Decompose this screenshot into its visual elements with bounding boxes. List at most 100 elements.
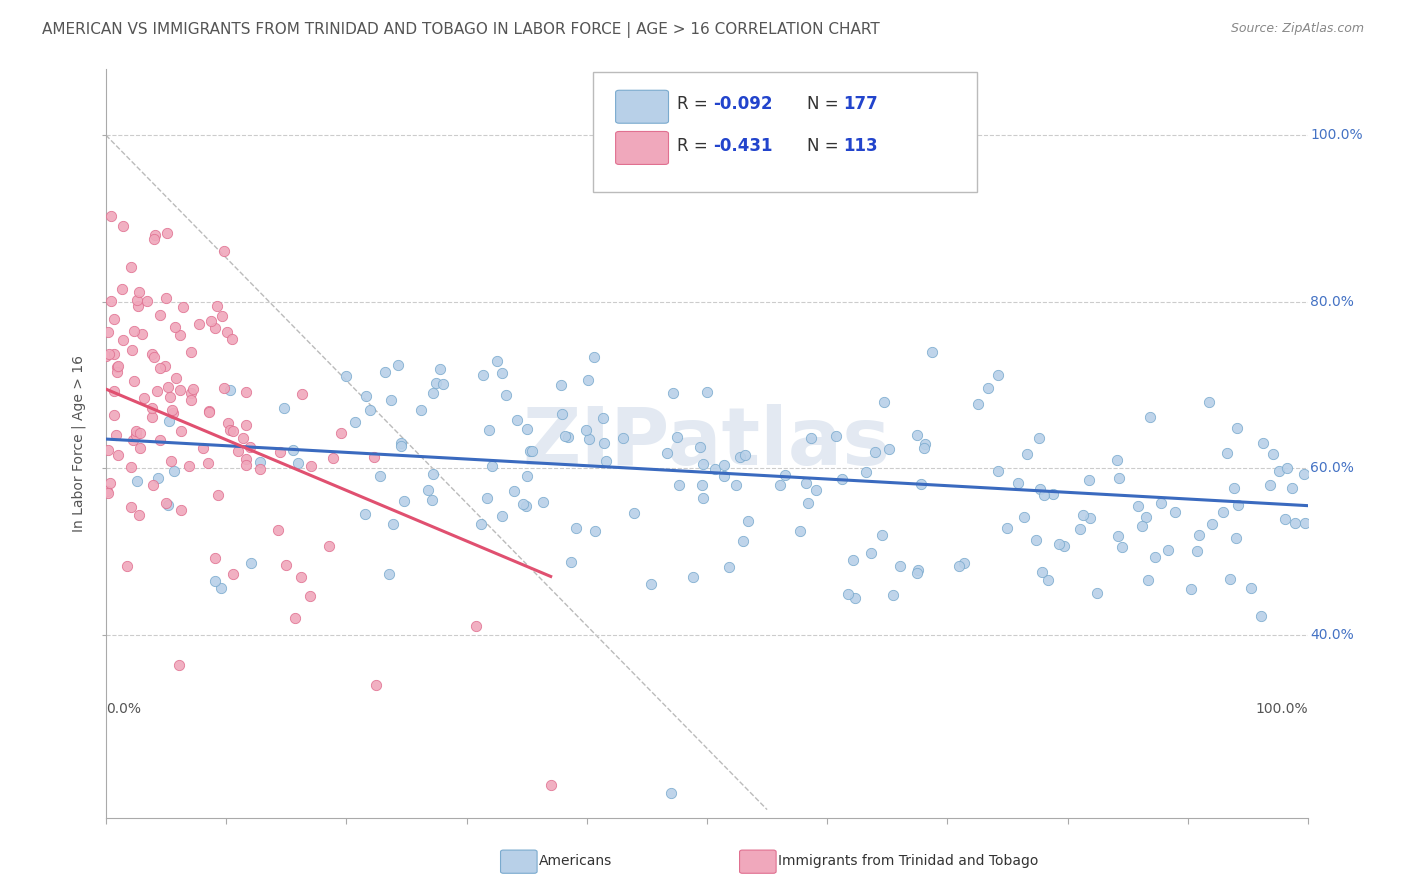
Point <box>1031 565 1053 579</box>
Text: 80.0%: 80.0% <box>1310 294 1354 309</box>
Point <box>1032 488 1054 502</box>
Point <box>768 478 790 492</box>
Point <box>226 444 249 458</box>
Point <box>870 528 893 542</box>
Point <box>153 359 176 373</box>
Point <box>882 588 904 602</box>
Point <box>576 373 599 387</box>
Point <box>825 429 848 443</box>
Point <box>472 368 495 382</box>
Point <box>98 476 121 491</box>
Point <box>170 424 193 438</box>
Point <box>977 381 1000 395</box>
Point <box>531 495 554 509</box>
Point <box>420 493 443 508</box>
Point <box>668 478 690 492</box>
Point <box>217 416 239 430</box>
Point <box>583 524 606 538</box>
Point <box>522 443 544 458</box>
Point <box>240 557 263 571</box>
Point <box>249 455 271 469</box>
Point <box>121 433 143 447</box>
Point <box>96 349 118 363</box>
Point <box>207 488 229 502</box>
Point <box>359 402 381 417</box>
Point <box>689 440 711 454</box>
Point <box>429 361 451 376</box>
Point <box>273 401 295 416</box>
Point <box>837 587 859 601</box>
FancyBboxPatch shape <box>616 90 668 123</box>
Point <box>155 495 177 509</box>
Point <box>1250 608 1272 623</box>
Point <box>905 427 928 442</box>
Point <box>575 423 598 437</box>
Point <box>696 384 718 399</box>
Text: 0.0%: 0.0% <box>105 702 141 715</box>
Point <box>1180 582 1202 597</box>
Point <box>209 582 232 596</box>
Point <box>232 432 254 446</box>
Point <box>503 483 526 498</box>
Point <box>211 310 233 324</box>
Point <box>235 384 257 399</box>
Point <box>129 425 152 440</box>
Point <box>540 778 562 792</box>
Point <box>377 566 399 581</box>
Point <box>198 404 221 418</box>
Point <box>163 464 186 478</box>
Point <box>595 454 617 468</box>
Point <box>145 384 167 399</box>
Point <box>104 427 127 442</box>
Point <box>374 365 396 379</box>
Point <box>215 325 238 339</box>
Point <box>100 293 122 308</box>
Point <box>914 437 936 451</box>
Point <box>121 343 143 357</box>
Point <box>800 431 823 445</box>
Point <box>100 209 122 223</box>
Text: R =: R = <box>676 95 713 113</box>
Point <box>478 423 501 437</box>
Point <box>183 382 205 396</box>
Point <box>1126 499 1149 513</box>
Point <box>382 516 405 531</box>
Point <box>148 361 170 376</box>
Point <box>416 483 439 498</box>
Point <box>1258 478 1281 492</box>
Point <box>111 282 134 296</box>
Point <box>125 424 148 438</box>
Point <box>1107 528 1129 542</box>
Point <box>291 387 314 401</box>
Point <box>200 314 222 328</box>
Point <box>143 350 166 364</box>
Point <box>516 422 538 436</box>
Point <box>1036 573 1059 587</box>
Point <box>877 442 900 456</box>
Point <box>557 430 579 444</box>
Point <box>491 509 513 524</box>
Point <box>859 546 882 560</box>
Point <box>169 383 191 397</box>
Point <box>165 371 187 385</box>
Point <box>952 556 974 570</box>
Point <box>281 442 304 457</box>
Point <box>1047 537 1070 551</box>
Point <box>1261 446 1284 460</box>
Point <box>1053 539 1076 553</box>
Point <box>157 498 180 512</box>
Point <box>842 553 865 567</box>
Point <box>1275 461 1298 475</box>
Point <box>120 500 142 514</box>
Point <box>157 414 180 428</box>
Point <box>592 410 614 425</box>
Point <box>322 450 344 465</box>
Point <box>290 570 312 584</box>
Text: -0.431: -0.431 <box>713 136 772 154</box>
Point <box>1163 505 1185 519</box>
Point <box>142 478 165 492</box>
Point <box>221 332 243 346</box>
Point <box>804 483 827 497</box>
Point <box>910 477 932 491</box>
Point <box>1251 436 1274 450</box>
